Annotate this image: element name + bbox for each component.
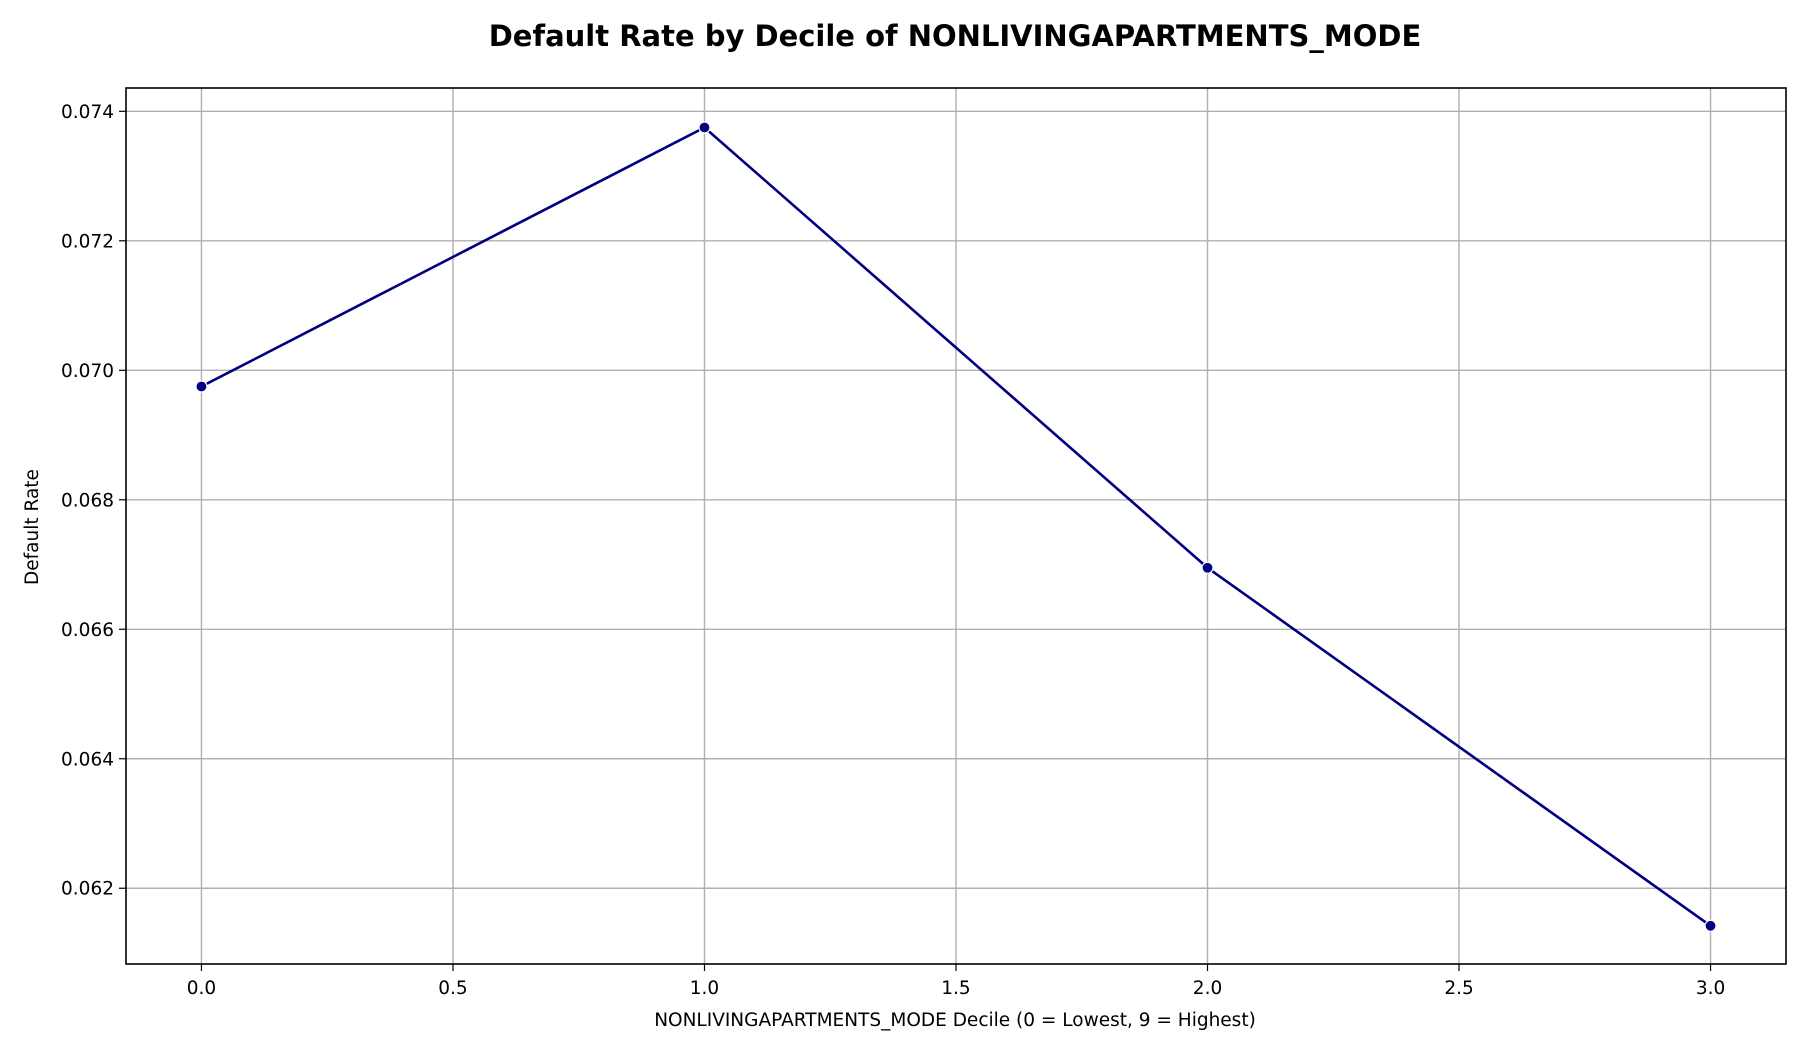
series-line-group — [200, 126, 1712, 927]
series-line — [200, 126, 1712, 927]
data-point — [195, 380, 208, 393]
x-tick-label: 3.0 — [1696, 978, 1725, 999]
x-tick-label: 2.0 — [1193, 978, 1222, 999]
x-tick-label: 2.5 — [1444, 978, 1473, 999]
y-tick-label: 0.064 — [61, 749, 114, 770]
data-markers — [195, 121, 1717, 932]
y-tick-label: 0.072 — [61, 231, 114, 252]
axis-ticks: 0.0 0.5 1.0 1.5 2.0 2.5 3.0 0.062 0.064 0.066 0.06… — [61, 102, 1725, 999]
y-axis-label: Default Rate — [22, 469, 43, 585]
x-tick-label: 1.0 — [690, 978, 719, 999]
x-axis-label: NONLIVINGAPARTMENTS_MODE Decile (0 = Low… — [654, 1010, 1256, 1031]
x-tick-label: 1.5 — [941, 978, 970, 999]
y-tick-label: 0.074 — [61, 102, 114, 123]
y-tick-label: 0.062 — [61, 879, 114, 900]
data-point — [698, 121, 711, 134]
grid-lines — [126, 88, 1786, 964]
chart-title: Default Rate by Decile of NONLIVINGAPART… — [489, 19, 1422, 53]
y-tick-label: 0.070 — [61, 361, 114, 382]
y-tick-label: 0.066 — [61, 620, 114, 641]
x-tick-label: 0.5 — [438, 978, 467, 999]
data-point — [1201, 561, 1214, 574]
data-point — [1704, 919, 1717, 932]
y-tick-label: 0.068 — [61, 490, 114, 511]
x-tick-label: 0.0 — [187, 978, 216, 999]
